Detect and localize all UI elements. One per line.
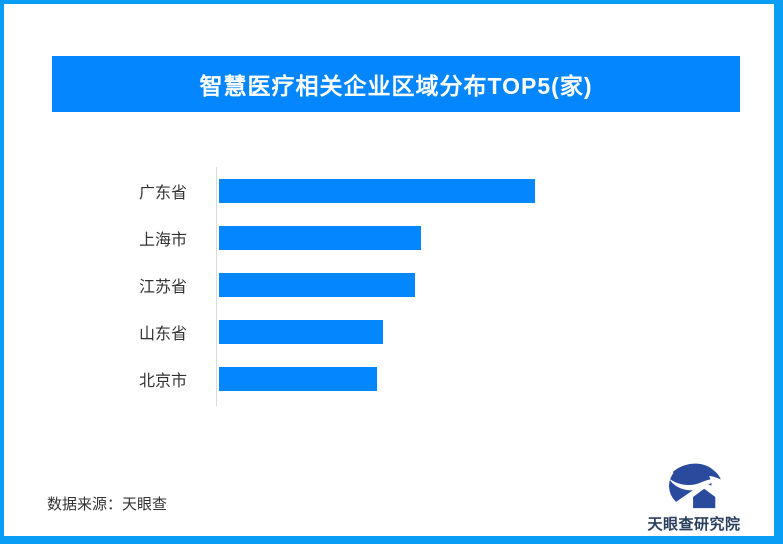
y-axis-line (216, 167, 217, 406)
category-label: 上海市 (138, 231, 187, 249)
category-label: 北京市 (138, 372, 187, 390)
bar (219, 178, 535, 203)
category-label: 广东省 (138, 184, 187, 202)
tianyancha-logo-icon (642, 460, 746, 510)
tianyancha-logo: 天眼查研究院 (642, 460, 746, 534)
category-label: 山东省 (138, 325, 187, 343)
content-card: 智慧医疗相关企业区域分布TOP5(家) 广东省上海市江苏省山东省北京市 数据来源… (4, 4, 774, 536)
data-source-label: 数据来源：天眼查 (47, 496, 168, 513)
bar (219, 366, 377, 391)
chart-rows: 广东省上海市江苏省山东省北京市 (4, 167, 783, 402)
bar (219, 225, 421, 250)
chart-row: 山东省 (4, 308, 783, 355)
bar (219, 319, 383, 344)
title-banner: 智慧医疗相关企业区域分布TOP5(家) (52, 56, 740, 112)
tianyancha-logo-text: 天眼查研究院 (647, 516, 741, 533)
chart-row: 广东省 (4, 167, 783, 214)
chart-row: 江苏省 (4, 261, 783, 308)
bar (219, 272, 415, 297)
page-title: 智慧医疗相关企业区域分布TOP5(家) (199, 73, 593, 99)
chart-row: 北京市 (4, 355, 783, 402)
category-label: 江苏省 (138, 278, 187, 296)
chart-row: 上海市 (4, 214, 783, 261)
